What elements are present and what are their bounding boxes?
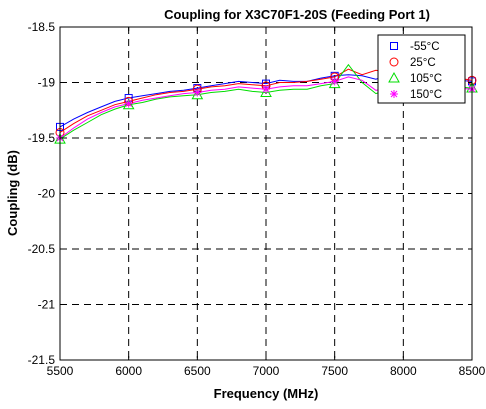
data-point-marker: [262, 85, 270, 94]
x-axis-title: Frequency (MHz): [214, 386, 319, 401]
data-point-marker: [330, 77, 339, 86]
x-tick-label: 7500: [321, 364, 348, 378]
legend-marker: [389, 57, 399, 67]
x-tick-label: 6500: [184, 364, 211, 378]
legend-box: [377, 34, 466, 104]
axis-ticks: 5500 6000 6500 7000 7500 8000 8500 -18.5 -19 -19.…: [28, 20, 486, 378]
x-tick-label: 8000: [390, 364, 417, 378]
data-point-marker: [191, 88, 204, 100]
legend-label: 150°C: [410, 89, 442, 101]
data-point-marker: [193, 88, 202, 97]
y-tick-label: -19.5: [28, 131, 56, 145]
y-tick-label: -19: [38, 76, 56, 90]
x-tick-label: 5500: [47, 364, 74, 378]
y-tick-label: -20.5: [28, 242, 56, 256]
legend-label: 105°C: [410, 73, 442, 85]
legend: -55°C 25°C 105°C 150°C: [377, 34, 466, 104]
chart-title: Coupling for X3C70F1-20S (Feeding Port 1…: [164, 7, 430, 22]
legend-marker: [390, 42, 398, 50]
y-axis-title: Coupling (dB): [5, 150, 20, 236]
grid-lines: [60, 27, 472, 360]
legend-marker: [390, 90, 398, 98]
y-tick-label: -21.5: [28, 353, 56, 367]
y-tick-label: -18.5: [28, 20, 56, 34]
legend-label: -55°C: [410, 41, 440, 53]
y-tick-label: -20: [38, 187, 56, 201]
x-tick-label: 6000: [115, 364, 142, 378]
data-point-marker: [122, 98, 135, 110]
data-point-marker: [328, 77, 341, 89]
x-tick-label: 7000: [253, 364, 280, 378]
legend-marker: [388, 71, 400, 83]
x-tick-label: 8500: [459, 364, 486, 378]
legend-label: 25°C: [410, 57, 436, 69]
data-point-marker: [124, 99, 133, 108]
y-tick-label: -21: [38, 298, 56, 312]
